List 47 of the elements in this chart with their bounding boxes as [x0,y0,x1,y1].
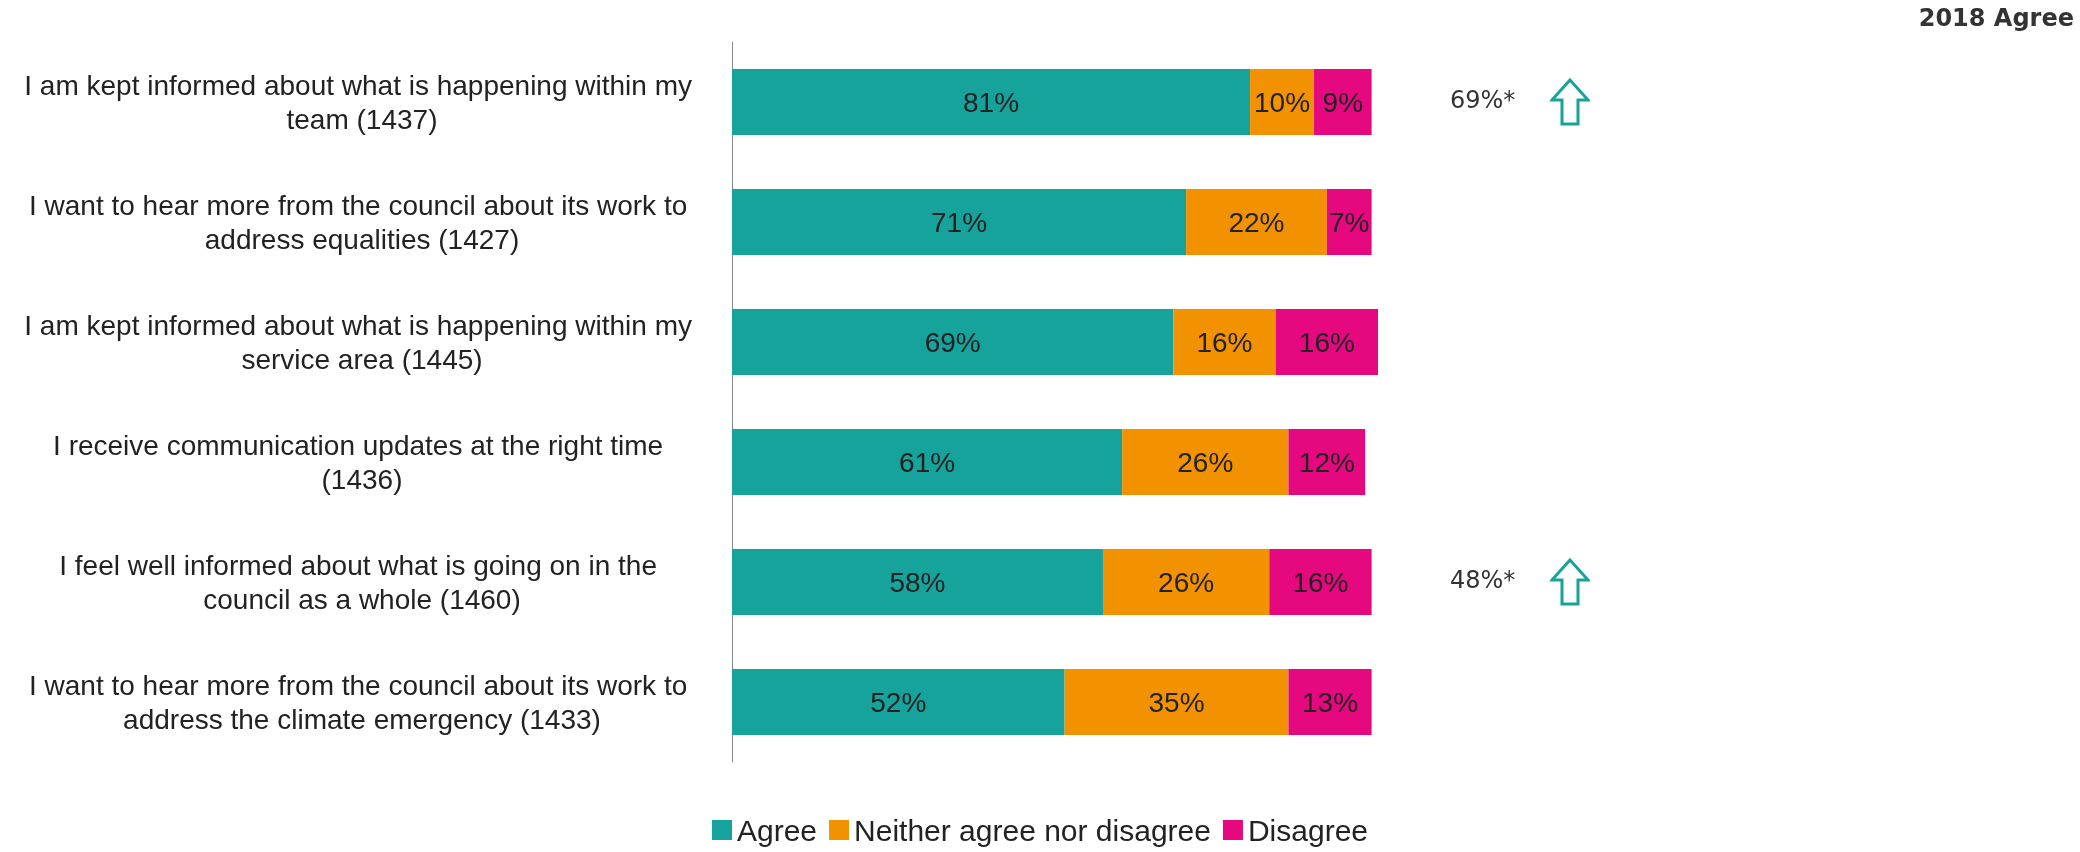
bar [1314,69,1372,135]
data-label: 12% [1298,446,1355,478]
data-label: 71% [931,206,988,238]
data-label: 61% [899,446,956,478]
data-label: 16% [1292,566,1349,598]
data-label: 13% [1302,686,1359,718]
data-label: 52% [870,686,927,718]
y-tick-label: I receive communication updates at the right time (1436) [53,429,671,495]
data-label: 16% [1196,326,1253,358]
y-tick-label: I feel well informed about what is going on in the council as a whole (1460) [59,549,665,615]
data-label: 9% [1322,86,1364,118]
bar [732,69,1251,135]
legend-label: Neither agree nor disagree [854,813,1211,847]
text: 48%* [1450,566,1516,594]
bar [1173,309,1276,375]
bar [732,429,1123,495]
bar [732,309,1174,375]
bar [1275,309,1378,375]
data-label: 69% [924,326,981,358]
y-tick-label: I am kept informed about what is happening within my service area (1445) [24,309,700,375]
data-label: 16% [1298,326,1355,358]
y-tick-label: I am kept informed about what is happening within my team (1437) [24,69,700,135]
data-label: 7% [1328,206,1370,238]
data-label: 35% [1148,686,1205,718]
data-label: 10% [1254,86,1311,118]
legend-label: Agree [737,813,818,847]
bar [732,189,1187,255]
bar [1288,429,1366,495]
bar [1326,189,1372,255]
bar [732,669,1065,735]
legend-label: Disagree [1247,813,1368,847]
data-label: 81% [963,86,1020,118]
data-label: 58% [889,566,946,598]
text: 69%* [1450,86,1516,114]
bar [1269,549,1372,615]
data-label: 22% [1228,206,1285,238]
data-label: 26% [1158,566,1215,598]
bar [1186,189,1327,255]
text: 2018 Agree [1918,4,2074,32]
y-tick-label: I want to hear more from the council about its work to address the climate emergency (1433) [28,669,696,735]
bar [1288,669,1372,735]
y-tick-label: I want to hear more from the council about its work to address equalities (1427) [28,189,696,255]
bar [1064,669,1289,735]
bar [1102,549,1270,615]
bar [1122,429,1289,495]
data-label: 26% [1177,446,1234,478]
bar [732,549,1103,615]
